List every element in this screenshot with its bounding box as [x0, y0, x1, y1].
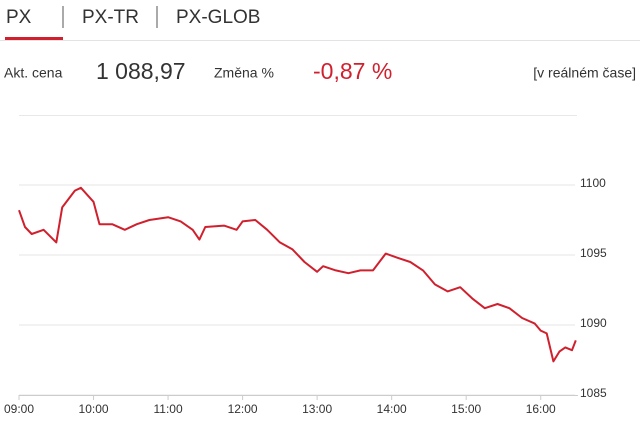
x-tick-label: 10:00: [79, 402, 109, 416]
y-tick-label: 1095: [580, 246, 607, 260]
x-tick-label: 13:00: [302, 402, 332, 416]
tab[interactable]: PX: [6, 7, 32, 28]
y-tick-label: 1085: [580, 386, 607, 400]
x-tick-label: 14:00: [377, 402, 407, 416]
x-tick-label: 15:00: [451, 402, 481, 416]
y-tick-label: 1090: [580, 316, 607, 330]
plot: 1085 1090 1095 1100 09:00 10:00 11:00 12:00 13:0…: [4, 176, 607, 416]
price-label: Akt. cena: [4, 65, 63, 81]
x-tick-label: 16:00: [526, 402, 556, 416]
x-tick-label: 09:00: [4, 402, 34, 416]
tab[interactable]: PX-TR: [82, 7, 139, 28]
realtime: [v reálném čase]: [533, 65, 636, 81]
y-tick-label: 1100: [580, 176, 606, 190]
price-line: [18, 186, 577, 363]
tab-underline: [5, 37, 63, 40]
price: 1 088,97: [96, 58, 186, 84]
change-label: Změna %: [214, 65, 274, 81]
x-tick-label: 11:00: [153, 402, 182, 416]
change: -0,87 %: [313, 58, 392, 84]
x-tick-label: 12:00: [228, 402, 258, 416]
tab[interactable]: PX-GLOB: [176, 7, 260, 28]
